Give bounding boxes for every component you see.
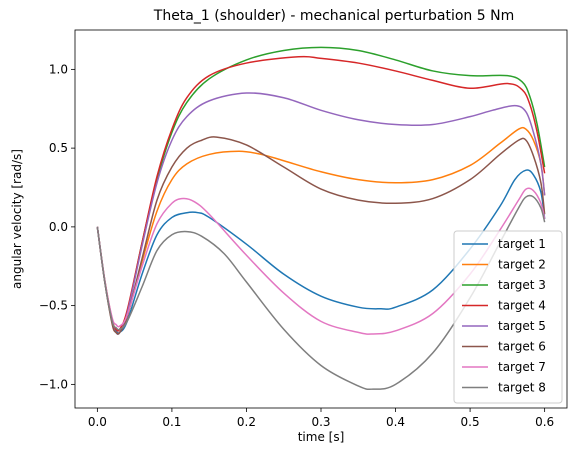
y-tick-label: 1.0 <box>49 62 68 76</box>
legend-box <box>453 230 563 404</box>
y-axis-label: angular velocity [rad/s] <box>10 149 24 289</box>
legend-label: target 7 <box>498 360 546 374</box>
legend-label: target 5 <box>498 319 546 333</box>
series-line-8 <box>96 194 546 391</box>
x-tick-label: 0.1 <box>162 415 181 429</box>
chart-title: Theta_1 (shoulder) - mechanical perturba… <box>153 8 514 24</box>
x-tick-label: 0.5 <box>461 415 480 429</box>
x-tick-label: 0.2 <box>237 415 256 429</box>
y-tick-label: −1.0 <box>39 377 68 391</box>
x-tick-label: 0.3 <box>311 415 330 429</box>
y-tick-label: 0.0 <box>49 220 68 234</box>
legend-label: target 6 <box>498 340 546 354</box>
x-axis: 0.0 0.1 0.2 0.3 0.4 0.5 0.6 <box>88 408 554 429</box>
series-line-4 <box>96 55 546 332</box>
legend-label: target 1 <box>498 237 546 251</box>
x-tick-label: 0.0 <box>88 415 107 429</box>
y-axis: −1.0 −0.5 0.0 0.5 1.0 <box>39 62 75 391</box>
x-tick-label: 0.4 <box>386 415 405 429</box>
y-tick-label: 0.5 <box>49 141 68 155</box>
legend: target 1 target 2 target 3 target 4 target 5… <box>453 230 563 404</box>
x-axis-label: time [s] <box>298 430 345 444</box>
plot-lines <box>96 46 546 391</box>
legend-label: target 3 <box>498 278 546 292</box>
legend-label: target 4 <box>498 299 546 313</box>
x-tick-label: 0.6 <box>535 415 554 429</box>
legend-label: target 2 <box>498 258 546 272</box>
y-tick-label: −0.5 <box>39 299 68 313</box>
series-line-7 <box>96 187 546 335</box>
legend-label: target 8 <box>498 381 546 395</box>
series-line-6 <box>96 136 546 335</box>
